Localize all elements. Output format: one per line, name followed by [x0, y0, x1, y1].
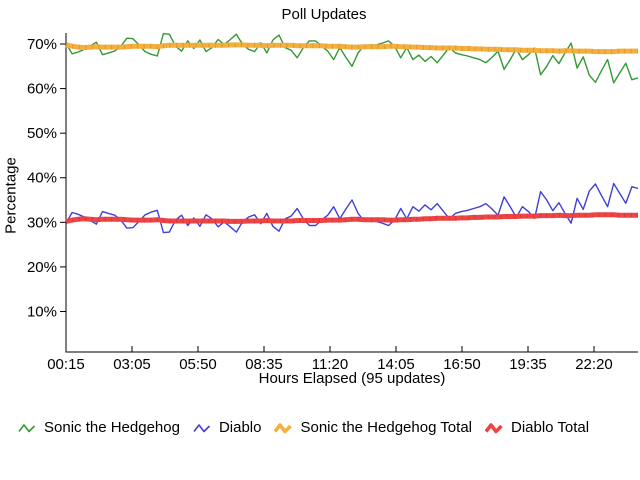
x-axis-label: Hours Elapsed (95 updates)	[258, 370, 446, 387]
series-line-diablo	[65, 182, 639, 234]
legend-item-diablo: Diablo	[193, 419, 262, 436]
x-tick-label: 11:20	[312, 356, 348, 373]
chart-legend: Sonic the Hedgehog Diablo Sonic the Hedgeh…	[18, 419, 634, 436]
x-tick-label: 03:05	[113, 356, 151, 373]
series-line-sonic-the-hedgehog	[65, 33, 639, 84]
legend-label: Diablo	[218, 419, 262, 436]
legend-item-diablo-total: Diablo Total	[485, 419, 589, 436]
x-tick-label: 08:35	[245, 356, 283, 373]
y-tick-label: 40%	[27, 170, 57, 187]
x-tick-label: 00:15	[47, 356, 85, 373]
series-line-sonic-the-hedgehog-total	[65, 42, 638, 55]
x-tick-label: 19:35	[509, 356, 547, 373]
series-line-diablo-total	[65, 212, 638, 224]
y-tick-label: 20%	[27, 259, 57, 276]
y-tick-label: 70%	[27, 36, 57, 53]
chart-title: Poll Updates	[281, 6, 367, 23]
legend-zigzag-icon	[274, 422, 293, 433]
legend-zigzag-icon	[193, 423, 211, 432]
y-tick-label: 10%	[27, 303, 57, 320]
legend-item-sonic-the-hedgehog-total: Sonic the Hedgehog Total	[274, 419, 472, 436]
legend-label: Sonic the Hedgehog Total	[300, 419, 472, 436]
x-tick-label: 16:50	[443, 356, 481, 373]
legend-label: Sonic the Hedgehog	[44, 419, 180, 436]
x-tick-label: 05:50	[179, 356, 217, 373]
y-tick-label: 30%	[27, 214, 57, 231]
y-tick-label: 60%	[27, 81, 57, 98]
series-line-bands-sonic-the-hedgehog-total	[65, 42, 638, 55]
legend-label: Diablo Total	[511, 419, 590, 436]
legend-zigzag-icon	[485, 422, 503, 433]
legend-zigzag-icon	[18, 423, 36, 432]
y-tick-label: 50%	[27, 125, 57, 142]
series-line-bands-diablo-total	[65, 212, 638, 224]
legend-item-sonic-the-hedgehog: Sonic the Hedgehog	[18, 419, 180, 436]
x-tick-label: 14:05	[377, 356, 415, 373]
axes	[65, 33, 638, 353]
x-tick-label: 22:20	[575, 356, 613, 373]
